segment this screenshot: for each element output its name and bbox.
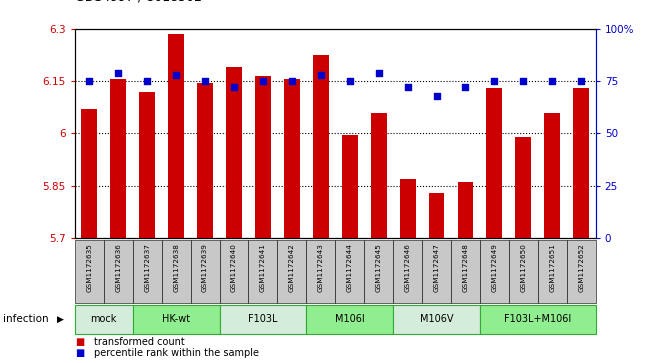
Point — [316, 72, 326, 78]
Bar — [307, 240, 335, 303]
Bar — [81, 109, 97, 238]
Bar — [480, 240, 509, 303]
Text: M106V: M106V — [420, 314, 453, 325]
Bar — [197, 83, 213, 238]
Text: M106I: M106I — [335, 314, 365, 325]
Bar — [393, 240, 422, 303]
Bar — [168, 34, 184, 238]
Bar — [574, 88, 589, 238]
Bar — [161, 240, 191, 303]
Bar — [284, 79, 300, 238]
Bar — [277, 240, 307, 303]
Point — [229, 85, 239, 90]
Text: GSM1172650: GSM1172650 — [520, 243, 526, 291]
Text: GSM1172643: GSM1172643 — [318, 243, 324, 291]
Bar — [255, 76, 271, 238]
Bar — [75, 240, 104, 303]
Bar — [110, 79, 126, 238]
Bar — [509, 240, 538, 303]
Bar — [422, 240, 451, 303]
Bar — [307, 305, 393, 334]
Point — [432, 93, 442, 99]
Text: GSM1172645: GSM1172645 — [376, 243, 381, 291]
Text: GSM1172652: GSM1172652 — [578, 243, 584, 291]
Text: ■: ■ — [75, 348, 84, 358]
Bar — [139, 92, 155, 238]
Bar — [480, 305, 596, 334]
Text: GSM1172640: GSM1172640 — [231, 243, 237, 291]
Text: GSM1172649: GSM1172649 — [492, 243, 497, 291]
Bar — [364, 240, 393, 303]
Text: GSM1172639: GSM1172639 — [202, 243, 208, 291]
Bar — [370, 113, 387, 238]
Point — [460, 85, 471, 90]
Text: GSM1172651: GSM1172651 — [549, 243, 555, 291]
Text: infection: infection — [3, 314, 49, 325]
Bar — [219, 240, 249, 303]
Text: ▶: ▶ — [57, 315, 64, 324]
Point — [258, 78, 268, 84]
Text: HK-wt: HK-wt — [162, 314, 190, 325]
Text: transformed count: transformed count — [94, 337, 185, 347]
Point — [547, 78, 557, 84]
Point — [402, 85, 413, 90]
Text: ■: ■ — [75, 337, 84, 347]
Bar — [313, 55, 329, 238]
Bar — [458, 182, 473, 238]
Bar — [104, 240, 133, 303]
Point — [489, 78, 499, 84]
Bar — [335, 240, 364, 303]
Point — [576, 78, 587, 84]
Bar — [451, 240, 480, 303]
Bar — [516, 137, 531, 238]
Text: GSM1172646: GSM1172646 — [405, 243, 411, 291]
Bar — [219, 305, 307, 334]
Bar — [393, 305, 480, 334]
Bar — [428, 192, 445, 238]
Text: GSM1172648: GSM1172648 — [462, 243, 469, 291]
Bar — [133, 305, 219, 334]
Text: GSM1172638: GSM1172638 — [173, 243, 179, 291]
Point — [374, 70, 384, 76]
Text: GSM1172635: GSM1172635 — [87, 243, 92, 291]
Point — [200, 78, 210, 84]
Point — [84, 78, 94, 84]
Bar — [249, 240, 277, 303]
Point — [344, 78, 355, 84]
Text: mock: mock — [90, 314, 117, 325]
Text: GSM1172644: GSM1172644 — [347, 243, 353, 291]
Point — [171, 72, 182, 78]
Text: GSM1172636: GSM1172636 — [115, 243, 121, 291]
Text: F103L+M106I: F103L+M106I — [504, 314, 572, 325]
Bar — [342, 135, 357, 238]
Text: GSM1172642: GSM1172642 — [289, 243, 295, 291]
Text: percentile rank within the sample: percentile rank within the sample — [94, 348, 259, 358]
Bar — [226, 67, 242, 238]
Text: GSM1172647: GSM1172647 — [434, 243, 439, 291]
Bar — [538, 240, 567, 303]
Bar — [191, 240, 219, 303]
Text: GSM1172641: GSM1172641 — [260, 243, 266, 291]
Point — [113, 70, 124, 76]
Text: GSM1172637: GSM1172637 — [145, 243, 150, 291]
Text: F103L: F103L — [248, 314, 278, 325]
Bar — [544, 113, 561, 238]
Bar — [133, 240, 161, 303]
Bar — [567, 240, 596, 303]
Bar — [400, 179, 415, 238]
Point — [142, 78, 152, 84]
Point — [518, 78, 529, 84]
Point — [286, 78, 297, 84]
Text: GDS4997 / 8018502: GDS4997 / 8018502 — [75, 0, 202, 4]
Bar — [486, 88, 503, 238]
Bar — [75, 305, 133, 334]
